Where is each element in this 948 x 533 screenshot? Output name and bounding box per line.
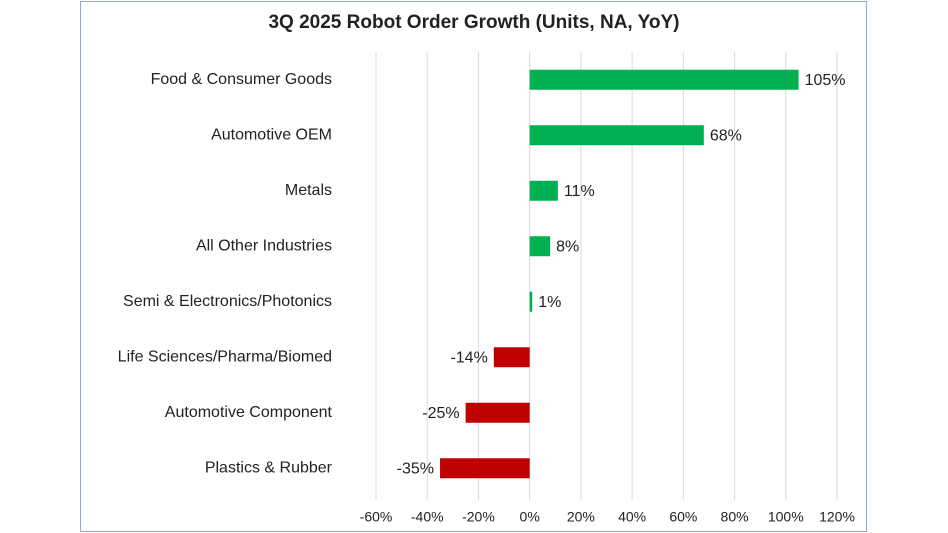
x-tick-label: 20% <box>567 509 595 525</box>
bar <box>529 69 799 90</box>
y-tick-label: Automotive Component <box>165 404 333 421</box>
x-tick-label: 80% <box>721 509 749 525</box>
data-label: 11% <box>564 183 595 200</box>
chart-frame <box>80 1 867 532</box>
bar <box>493 347 530 368</box>
x-tick-label: -40% <box>411 509 444 525</box>
chart-title: 3Q 2025 Robot Order Growth (Units, NA, Y… <box>268 12 679 33</box>
x-tick-label: 60% <box>669 509 697 525</box>
data-label: -25% <box>422 405 459 422</box>
y-tick-label: Life Sciences/Pharma/Biomed <box>118 348 332 365</box>
bar <box>529 180 558 201</box>
y-tick-label: Metals <box>285 182 332 199</box>
x-tick-label: 40% <box>618 509 646 525</box>
data-label: -14% <box>450 349 487 366</box>
bar <box>465 402 530 423</box>
data-label: 1% <box>538 294 561 311</box>
bar <box>529 125 704 146</box>
bar <box>529 236 551 257</box>
x-tick-label: -60% <box>360 509 393 525</box>
data-label: 68% <box>710 127 742 144</box>
data-label: 8% <box>556 238 579 255</box>
data-label: -35% <box>397 460 434 477</box>
y-tick-label: Semi & Electronics/Photonics <box>123 293 332 310</box>
y-tick-label: Plastics & Rubber <box>205 459 333 476</box>
y-tick-label: Food & Consumer Goods <box>151 71 332 88</box>
data-label: 105% <box>805 72 846 89</box>
x-tick-label: -20% <box>462 509 495 525</box>
bar <box>440 458 530 479</box>
x-tick-label: 120% <box>819 509 855 525</box>
y-tick-label: All Other Industries <box>196 237 332 254</box>
x-tick-label: 100% <box>768 509 804 525</box>
x-tick-label: 0% <box>520 509 540 525</box>
bar <box>529 291 533 312</box>
y-tick-label: Automotive OEM <box>211 126 332 143</box>
